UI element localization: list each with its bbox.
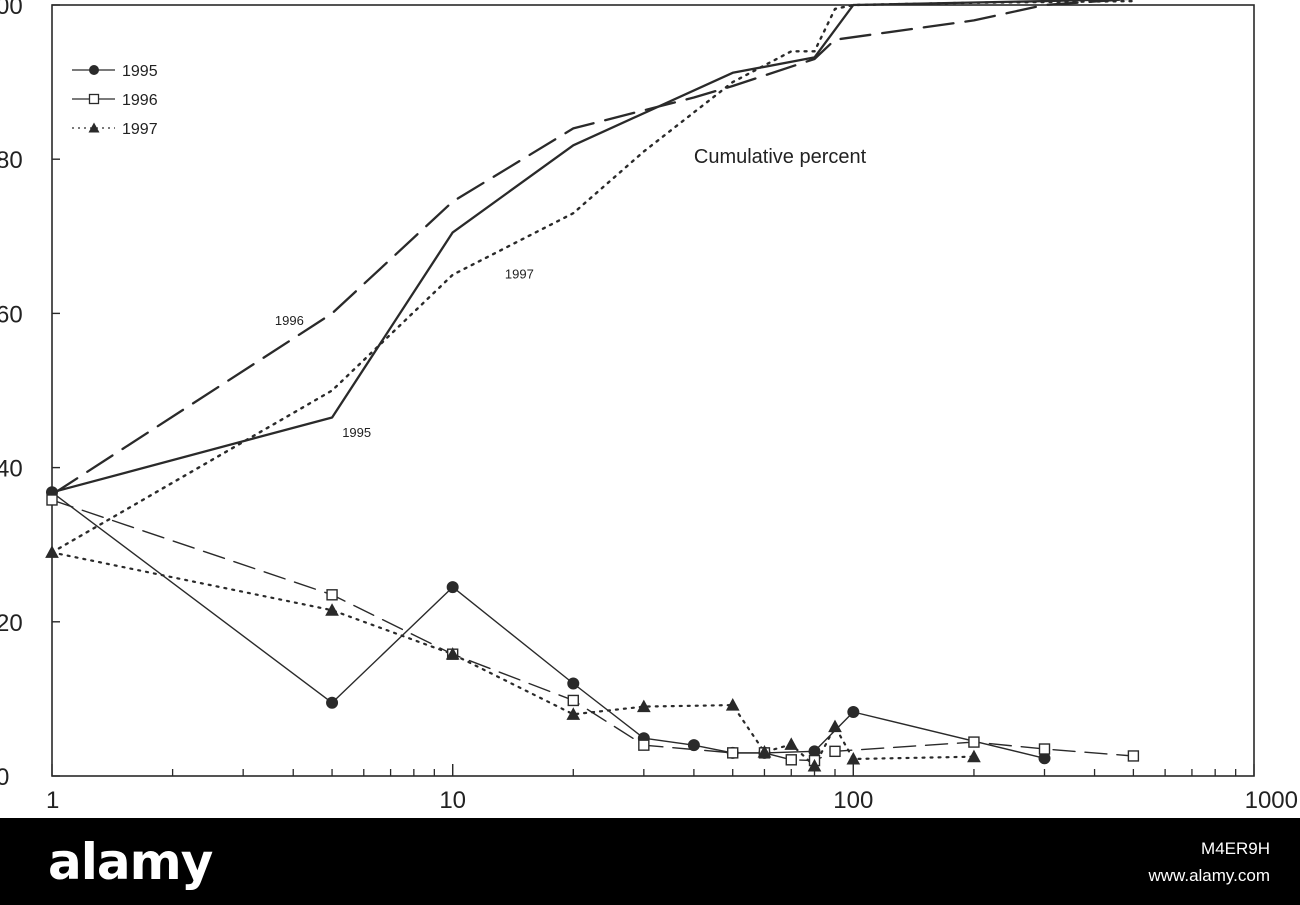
point-1997-50 (725, 698, 740, 711)
annotation-2: 1997 (505, 267, 534, 282)
y-tick-label-60: 60 (0, 301, 23, 328)
point-1997-10 (445, 647, 460, 660)
series-line-cumulative-1997 (50, 0, 1135, 554)
brand-logo: alamy (48, 832, 213, 891)
legend-label-1995: 1995 (122, 63, 158, 80)
image-meta: M4ER9H www.alamy.com (1148, 835, 1270, 889)
point-1997-5 (325, 603, 339, 616)
point-1997-90 (828, 719, 842, 733)
legend-label-1997: 1997 (122, 121, 158, 138)
series-line-frequency-1997 (50, 551, 976, 768)
point-1996-500 (1127, 750, 1140, 762)
point-1996-90 (829, 745, 841, 758)
point-1997-1 (45, 545, 59, 558)
point-1996-200 (968, 736, 980, 748)
marker-layer (45, 486, 1140, 772)
annotation-layer: Cumulative percent 1996 1997 1995 (275, 146, 867, 440)
legend-label-1996: 1996 (122, 92, 158, 109)
point-1996-300 (1038, 743, 1051, 755)
point-1996-70 (785, 754, 797, 766)
point-1996-50 (727, 747, 739, 759)
x-tick-label-1: 1 (46, 787, 59, 814)
point-1995-20 (567, 677, 580, 690)
annotation-3: 1995 (342, 425, 371, 440)
point-1997-80 (807, 758, 822, 772)
y-tick-label-80: 80 (0, 147, 23, 174)
point-1996-5 (326, 589, 338, 601)
chart-area: 0 20 40 60 80 00 1 10 100 1000 Cumulative percent… (0, 0, 1298, 814)
plot-frame (51, 4, 1255, 777)
point-1997-70 (784, 737, 799, 750)
point-1997-30 (636, 699, 651, 713)
y-tick-label-100: 00 (0, 0, 23, 20)
annotation-1: 1996 (275, 313, 304, 328)
point-1996-30 (638, 739, 650, 751)
site-url: www.alamy.com (1148, 865, 1270, 885)
legend-marker-1996 (88, 93, 100, 105)
series-line-cumulative-1995 (50, 0, 1132, 494)
point-1995-10 (446, 581, 459, 594)
series-line-frequency-1995 (51, 491, 1046, 759)
x-tick-label-10: 10 (439, 787, 466, 814)
series-line-cumulative-1996 (50, 0, 1133, 496)
point-1995-40 (687, 739, 700, 752)
x-tick-label-100: 100 (833, 787, 873, 814)
series-line-frequency-1996 (51, 499, 1135, 762)
point-1996-1 (46, 494, 58, 506)
point-1997-20 (566, 707, 581, 720)
series-layer (50, 0, 1135, 768)
x-tick-label-1000: 1000 (1245, 787, 1298, 814)
y-tick-label-40: 40 (0, 456, 23, 483)
point-1997-200 (967, 749, 981, 763)
axes: 0 20 40 60 80 00 1 10 100 1000 (0, 0, 1298, 814)
watermark-bar: alamy M4ER9H www.alamy.com (0, 818, 1300, 905)
point-1995-5 (326, 696, 339, 709)
point-1997-100 (846, 751, 861, 765)
y-tick-label-0: 0 (0, 764, 9, 791)
y-tick-label-20: 20 (0, 610, 23, 637)
point-1997-60 (757, 745, 772, 758)
point-1995-100 (847, 706, 860, 719)
legend-marker-1995 (89, 65, 99, 75)
point-1996-20 (567, 694, 579, 707)
legend-marker-1997 (88, 122, 100, 133)
legend: 1995 1996 1997 (72, 63, 158, 138)
annotation-0: Cumulative percent (694, 146, 867, 168)
image-id: M4ER9H (1201, 838, 1270, 858)
cumulative-percent-chart: 0 20 40 60 80 00 1 10 100 1000 Cumulative percent… (0, 0, 1298, 814)
